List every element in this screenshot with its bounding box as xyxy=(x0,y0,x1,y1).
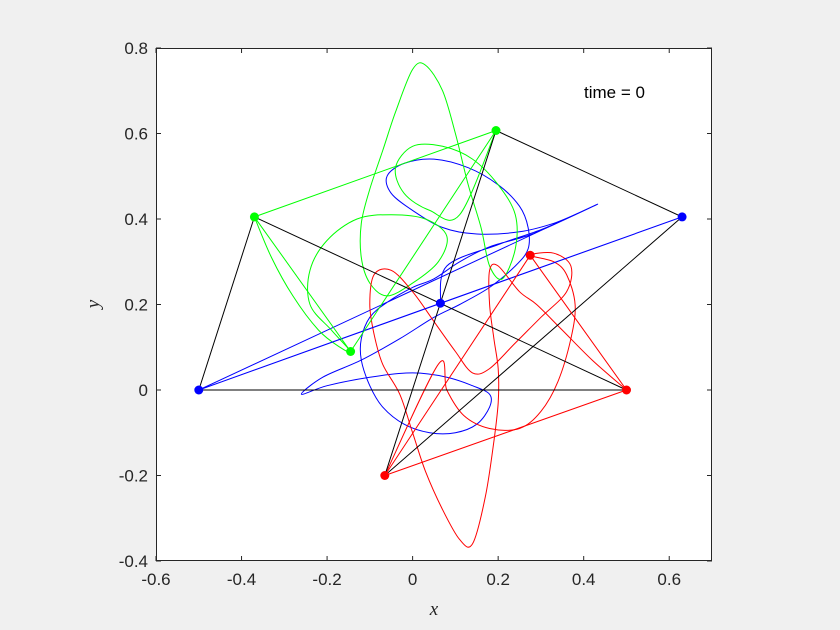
body-marker-1-1 xyxy=(491,126,501,135)
y-axis-label: y xyxy=(83,299,104,310)
y-tick-label: 0.4 xyxy=(124,210,148,229)
body-marker-0-1 xyxy=(677,212,687,222)
x-tick-label: 0 xyxy=(408,570,417,589)
body-marker-2-1 xyxy=(380,471,390,480)
y-tick-label: 0.8 xyxy=(124,39,148,58)
x-tick-label: -0.4 xyxy=(227,570,256,589)
body-marker-1-0 xyxy=(249,212,259,222)
trajectory-0 xyxy=(198,158,599,435)
y-tick-label: -0.4 xyxy=(119,552,148,571)
y-tick-label: -0.2 xyxy=(119,467,148,486)
trajectory-2 xyxy=(369,252,627,548)
y-tick-label: 0 xyxy=(139,381,148,400)
x-tick-label: 0.2 xyxy=(486,570,510,589)
y-tick-label: 0.6 xyxy=(124,125,148,144)
x-tick-label: 0.4 xyxy=(572,570,596,589)
y-tick-label: 0.2 xyxy=(124,296,148,315)
x-tick-label: 0.6 xyxy=(657,570,681,589)
trajectory-1 xyxy=(253,62,518,354)
triangle-3 xyxy=(253,129,498,353)
body-marker-2-2 xyxy=(525,250,535,260)
body-marker-0-0 xyxy=(194,385,204,395)
x-tick-label: -0.6 xyxy=(141,570,170,589)
plot-area xyxy=(156,48,712,561)
time-annotation: time = 0 xyxy=(584,83,645,102)
x-tick-label: -0.2 xyxy=(312,570,341,589)
body-marker-2-0 xyxy=(622,385,631,395)
body-marker-0-2 xyxy=(435,298,445,308)
body-marker-1-2 xyxy=(346,347,356,356)
x-axis-label: x xyxy=(429,599,439,620)
triangle-4 xyxy=(383,254,628,477)
